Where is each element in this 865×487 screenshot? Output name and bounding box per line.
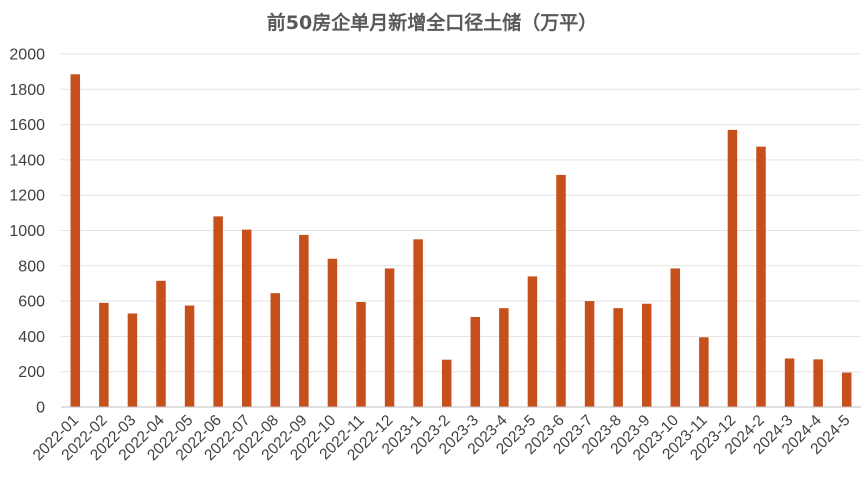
y-axis-ticks: 0 200 400 600 800 1000 1200 1400 1600 1800 2000 [9, 47, 45, 417]
y-tick-label: 1800 [9, 82, 45, 99]
bar [527, 276, 538, 407]
bars [70, 74, 852, 408]
x-axis-ticks: 2022-012022-022022-032022-042022-052022-… [30, 412, 854, 465]
bar [213, 216, 223, 407]
y-tick-label: 200 [18, 364, 45, 381]
y-tick-label: 1000 [9, 223, 45, 240]
y-tick-label: 1600 [9, 117, 45, 134]
bar [99, 302, 109, 407]
bar [356, 301, 366, 407]
bar [470, 316, 481, 407]
bar [613, 308, 623, 407]
bar [727, 129, 738, 407]
bar [813, 359, 823, 407]
bar [841, 372, 852, 407]
bar [556, 174, 566, 407]
y-tick-label: 0 [36, 400, 45, 417]
bar [70, 74, 81, 408]
bar [499, 308, 509, 407]
bar [384, 268, 395, 407]
bar [699, 337, 709, 407]
y-tick-label: 1400 [9, 152, 45, 169]
y-tick-label: 400 [18, 329, 45, 346]
chart-title: 前50房企单月新增全口径土储（万平） [267, 11, 597, 34]
bar [784, 358, 795, 407]
bar [127, 313, 138, 407]
gridlines [61, 53, 861, 373]
y-tick-label: 2000 [9, 47, 45, 64]
bar [241, 229, 252, 407]
bar [670, 268, 681, 407]
bar [184, 305, 195, 407]
bar [584, 301, 595, 407]
bar [641, 303, 652, 407]
bar [756, 146, 766, 407]
bar [327, 258, 338, 407]
y-tick-label: 800 [18, 258, 45, 275]
bar [299, 234, 309, 407]
bar [270, 293, 281, 407]
y-tick-label: 600 [18, 294, 45, 311]
bar [413, 239, 423, 407]
bar [156, 280, 166, 407]
y-tick-label: 1200 [9, 188, 45, 205]
bar [441, 359, 452, 407]
